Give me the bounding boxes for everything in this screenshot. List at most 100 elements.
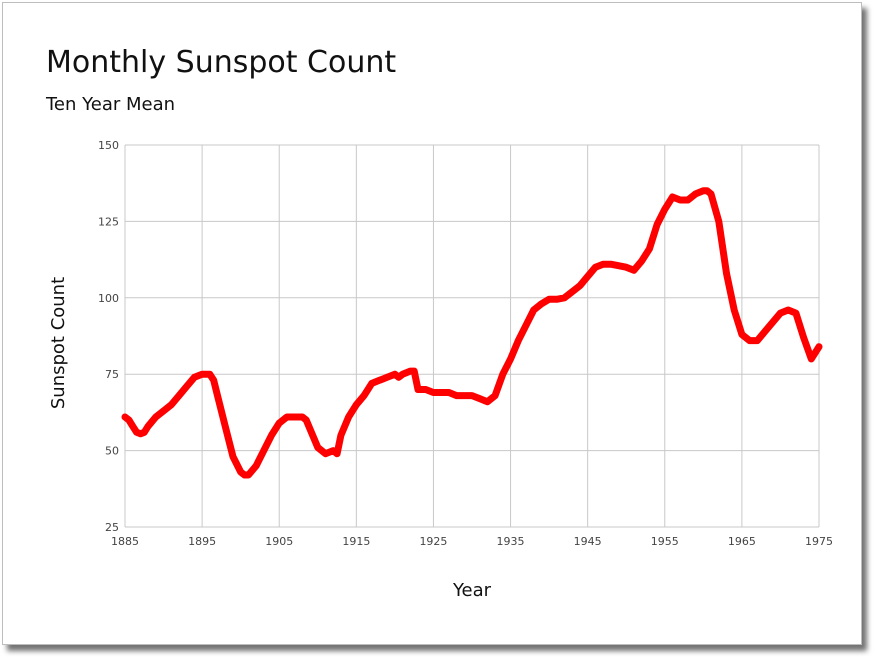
data-point: [270, 433, 273, 437]
y-tick-labels: 25 50 75 100 125 150: [98, 139, 119, 534]
data-point: [717, 219, 721, 223]
data-point: [455, 394, 459, 398]
data-point: [501, 372, 505, 376]
data-point: [416, 388, 420, 391]
data-point: [339, 433, 343, 437]
x-tick-label: 1895: [188, 535, 216, 548]
data-point: [370, 381, 374, 385]
x-tick-label: 1935: [497, 535, 525, 548]
data-point: [192, 375, 196, 379]
data-point: [547, 297, 551, 301]
data-point: [216, 394, 219, 398]
data-point: [725, 271, 728, 275]
data-point: [401, 372, 405, 376]
data-point: [817, 345, 821, 349]
chart-card: Monthly Sunspot Count Ten Year Mean: [2, 2, 862, 645]
data-point: [277, 421, 281, 425]
series-line: [121, 187, 823, 479]
data-point: [802, 336, 806, 339]
data-point: [308, 427, 312, 431]
data-point: [347, 415, 351, 419]
data-point: [786, 308, 790, 312]
data-point: [655, 223, 659, 226]
x-tick-label: 1905: [265, 535, 293, 548]
x-tick-label: 1955: [651, 535, 679, 548]
data-point: [771, 320, 775, 324]
data-point: [601, 262, 605, 266]
data-point: [516, 339, 520, 343]
data-point: [778, 311, 782, 315]
data-point: [586, 274, 590, 278]
data-point: [563, 296, 566, 300]
data-point: [555, 297, 559, 301]
x-tick-label: 1885: [111, 535, 139, 548]
data-point: [162, 409, 166, 413]
data-point: [378, 378, 381, 382]
data-point: [393, 372, 397, 376]
data-point: [200, 372, 204, 376]
chart-subtitle: Ten Year Mean: [46, 94, 176, 115]
data-point: [647, 247, 651, 251]
x-tick-label: 1965: [728, 535, 756, 548]
data-point: [127, 418, 131, 422]
data-point: [169, 403, 173, 407]
data-point: [431, 391, 435, 394]
data-point: [578, 284, 582, 288]
x-tick-label: 1975: [805, 535, 833, 548]
y-tick-label: 25: [105, 521, 119, 534]
data-point: [593, 265, 597, 269]
data-point: [146, 424, 150, 428]
data-point: [447, 391, 451, 394]
y-tick-label: 75: [105, 368, 119, 381]
data-point: [678, 198, 682, 202]
data-point: [316, 446, 320, 449]
data-point: [185, 384, 189, 388]
x-tick-label: 1945: [574, 535, 602, 548]
data-point: [331, 449, 335, 453]
data-point: [624, 265, 628, 269]
data-point: [285, 415, 289, 419]
data-point: [632, 268, 636, 272]
data-point: [142, 430, 146, 434]
data-point: [763, 329, 767, 333]
series-lines: [121, 187, 823, 479]
data-point: [663, 207, 667, 211]
data-point: [809, 357, 813, 361]
data-point: [705, 189, 709, 193]
data-point: [300, 415, 304, 419]
data-point: [408, 369, 412, 373]
data-point: [208, 372, 212, 376]
data-point: [732, 308, 736, 312]
data-point: [304, 418, 308, 422]
data-point: [262, 449, 266, 453]
data-point: [123, 415, 127, 419]
data-point: [335, 452, 339, 456]
data-point: [485, 400, 489, 404]
data-point: [239, 470, 243, 474]
data-point: [609, 262, 613, 266]
data-point: [524, 323, 528, 327]
data-point: [212, 378, 216, 382]
data-point: [539, 302, 543, 306]
data-point: [617, 264, 620, 268]
data-point: [640, 259, 644, 263]
data-point: [354, 403, 358, 407]
data-point: [397, 375, 401, 379]
data-point: [231, 455, 235, 459]
data-point: [177, 394, 181, 398]
x-tick-labels: 1885 1895 1905 1915 1925 1935 1945 1955 1965 1975: [111, 535, 833, 548]
data-points: [123, 189, 821, 477]
data-point: [701, 189, 705, 193]
y-axis-title: Sunspot Count: [48, 277, 69, 409]
data-point: [385, 375, 389, 379]
data-point: [671, 195, 674, 199]
data-point: [532, 308, 536, 312]
x-tick-label: 1915: [342, 535, 370, 548]
data-point: [243, 473, 246, 477]
data-point: [293, 415, 297, 419]
y-tick-label: 125: [98, 215, 119, 228]
data-point: [135, 430, 139, 434]
data-point: [509, 357, 513, 361]
data-point: [694, 192, 698, 196]
data-point: [154, 415, 158, 419]
